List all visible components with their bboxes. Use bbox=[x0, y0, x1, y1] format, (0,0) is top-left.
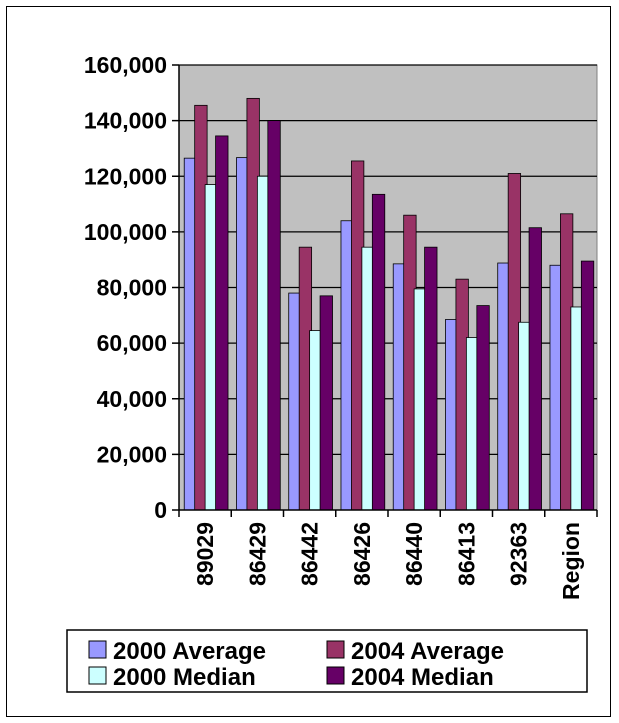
x-tick-label: 86429 bbox=[244, 522, 270, 586]
legend-swatch bbox=[88, 666, 107, 685]
x-tick-label: 86413 bbox=[453, 522, 479, 586]
y-tick-label: 140,000 bbox=[84, 108, 167, 134]
bar bbox=[267, 120, 281, 511]
x-tick-label: 92363 bbox=[506, 522, 532, 586]
x-tick-label: 86442 bbox=[297, 522, 323, 586]
bar bbox=[528, 227, 542, 511]
bar bbox=[215, 135, 229, 511]
legend-label: 2000 Average bbox=[113, 638, 266, 665]
legend-label: 2004 Average bbox=[351, 638, 504, 665]
legend: 2000 Average 2004 Average 2000 Median 2004 … bbox=[66, 629, 588, 693]
legend-swatch bbox=[88, 640, 107, 659]
y-tick-label: 120,000 bbox=[84, 163, 167, 189]
chart-frame: 0 20,000 40,000 60,000 80,000 100,000 120,000 1… bbox=[6, 6, 611, 717]
bar-chart: 0 20,000 40,000 60,000 80,000 100,000 120,000 1… bbox=[66, 52, 598, 693]
bar bbox=[371, 193, 386, 511]
bar bbox=[424, 246, 438, 511]
y-tick-label: 20,000 bbox=[97, 441, 167, 467]
plot-area bbox=[178, 64, 598, 511]
bar bbox=[476, 305, 490, 511]
x-tick-label: Region bbox=[558, 522, 584, 600]
y-tick-label: 160,000 bbox=[84, 52, 167, 78]
legend-swatch bbox=[326, 640, 345, 659]
y-tick-label: 40,000 bbox=[97, 386, 167, 412]
y-axis: 0 20,000 40,000 60,000 80,000 100,000 120,000 1… bbox=[84, 52, 179, 523]
bar bbox=[580, 260, 595, 511]
y-tick-label: 60,000 bbox=[97, 330, 167, 356]
bar bbox=[319, 295, 333, 511]
legend-label: 2004 Median bbox=[351, 664, 494, 691]
legend-label: 2000 Median bbox=[113, 664, 256, 691]
x-axis: 89029 86429 86442 86426 86440 86413 92363 Regio… bbox=[178, 510, 598, 600]
x-tick-label: 86440 bbox=[401, 522, 427, 586]
y-tick-label: 80,000 bbox=[97, 275, 167, 301]
x-tick-label: 89029 bbox=[192, 522, 218, 586]
legend-swatch bbox=[326, 666, 345, 685]
y-tick-label: 100,000 bbox=[84, 219, 167, 245]
y-tick-label: 0 bbox=[154, 497, 167, 523]
x-tick-label: 86426 bbox=[349, 522, 375, 586]
